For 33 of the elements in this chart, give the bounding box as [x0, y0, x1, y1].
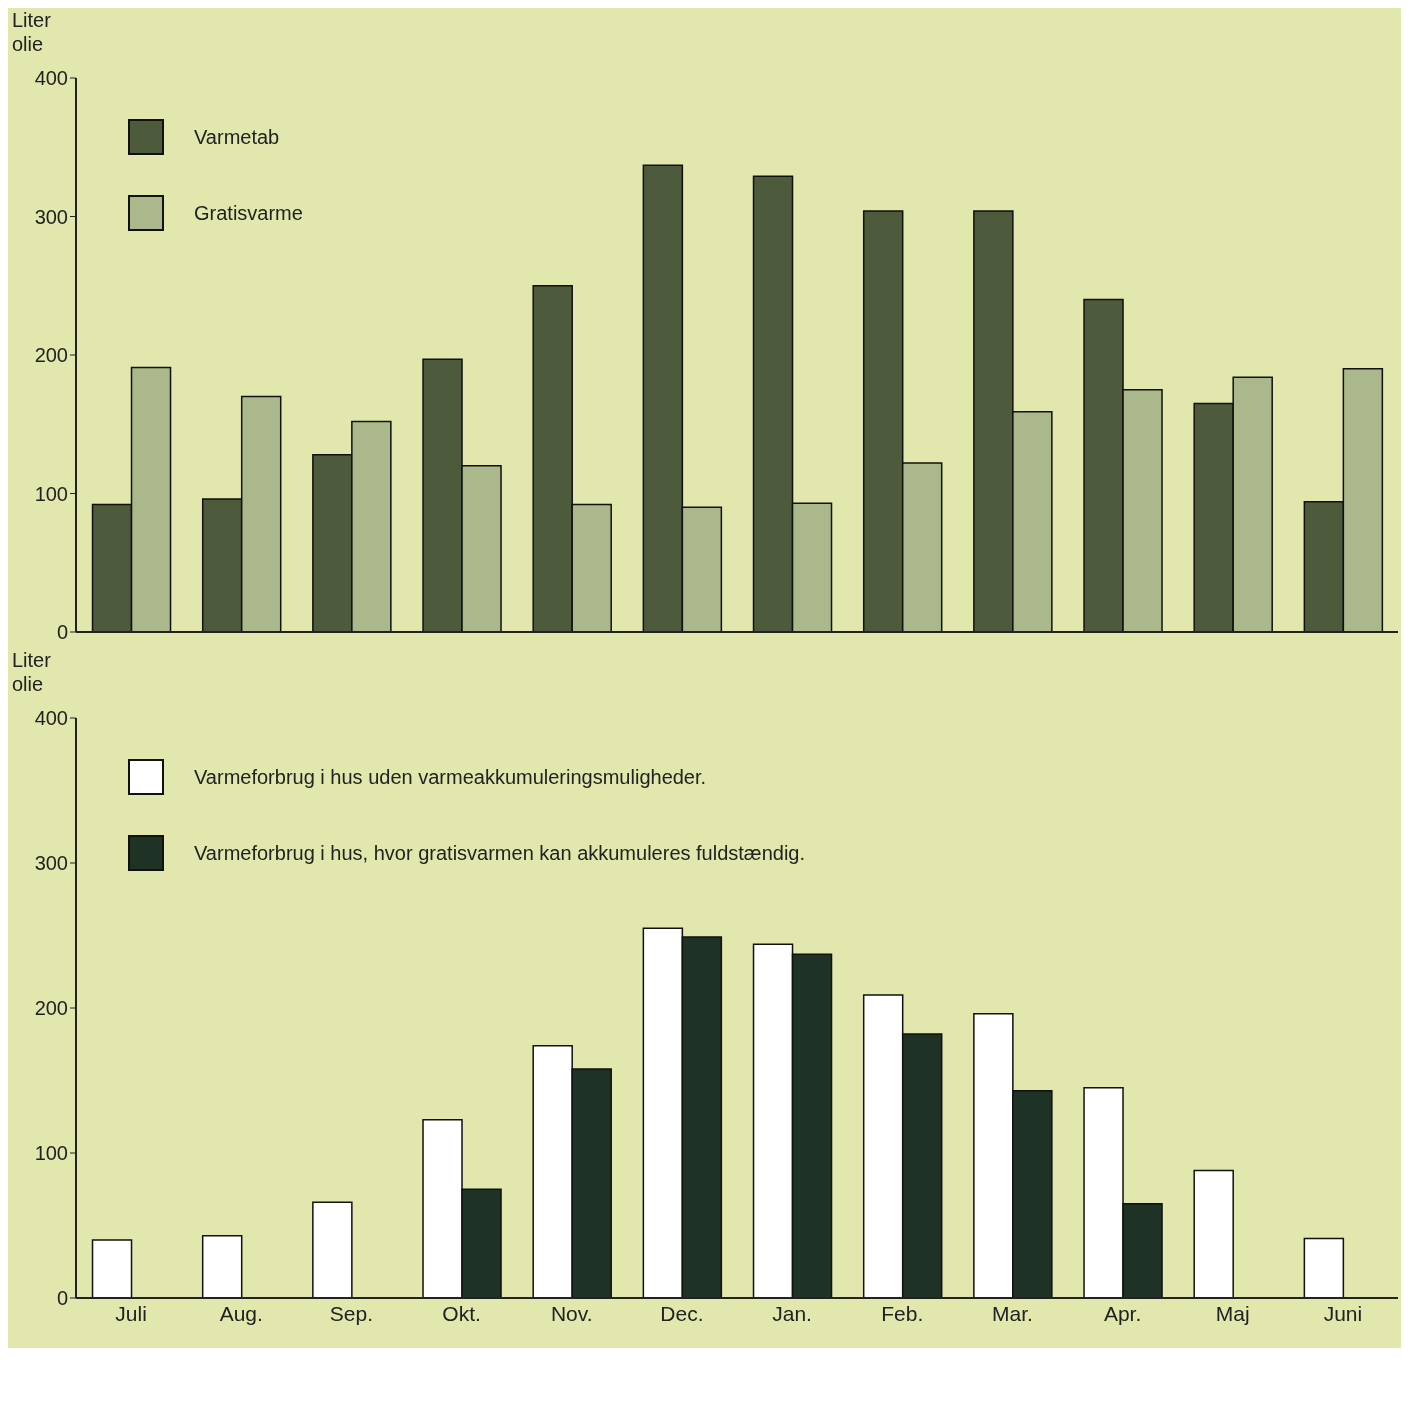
- x-tick-label: Jan.: [772, 1301, 812, 1325]
- y-tick-label: 300: [34, 852, 68, 875]
- x-tick-label: Sep.: [329, 1301, 374, 1325]
- x-tick-label: Okt.: [442, 1301, 481, 1325]
- legend-label: Varmetab: [194, 125, 280, 149]
- y-tick-label: 200: [34, 344, 68, 367]
- x-tick-label: Nov.: [550, 1301, 593, 1325]
- legend-label: Varmeforbrug i hus, hvor gratisvarmen kan akkumuleres fuldstændig.: [194, 841, 806, 865]
- y-axis-title: Liter olie: [12, 648, 52, 696]
- bar: [1193, 1169, 1234, 1298]
- y-tick-label: 200: [34, 997, 68, 1020]
- x-tick-label: Maj: [1215, 1301, 1250, 1325]
- legend-label: Varmeforbrug i hus uden varmeakkumuleringsmuligheder.: [194, 765, 707, 789]
- legend-label: Gratisvarme: [194, 201, 303, 225]
- y-tick-label: 0: [56, 1287, 68, 1310]
- y-axis-title: Liter olie: [12, 8, 52, 56]
- x-tick-label: Apr.: [1103, 1301, 1142, 1325]
- x-tick-label: Dec.: [660, 1301, 704, 1325]
- bar: [1303, 1237, 1345, 1298]
- x-tick-label: Aug.: [219, 1301, 263, 1325]
- y-tick-label: 100: [34, 1142, 68, 1165]
- x-tick-label: Mar.: [991, 1301, 1033, 1325]
- y-tick-label: 400: [34, 707, 68, 730]
- x-tick-label: Feb.: [881, 1301, 924, 1325]
- y-tick-label: 400: [34, 67, 68, 90]
- bar: [201, 1234, 243, 1298]
- x-tick-label: Juni: [1323, 1301, 1363, 1325]
- x-tick-label: Juli: [115, 1301, 147, 1325]
- y-tick-label: 0: [56, 621, 68, 644]
- bar: [312, 1201, 353, 1298]
- bar: [91, 1239, 133, 1298]
- y-tick-label: 100: [34, 482, 68, 505]
- y-tick-label: 300: [34, 205, 68, 228]
